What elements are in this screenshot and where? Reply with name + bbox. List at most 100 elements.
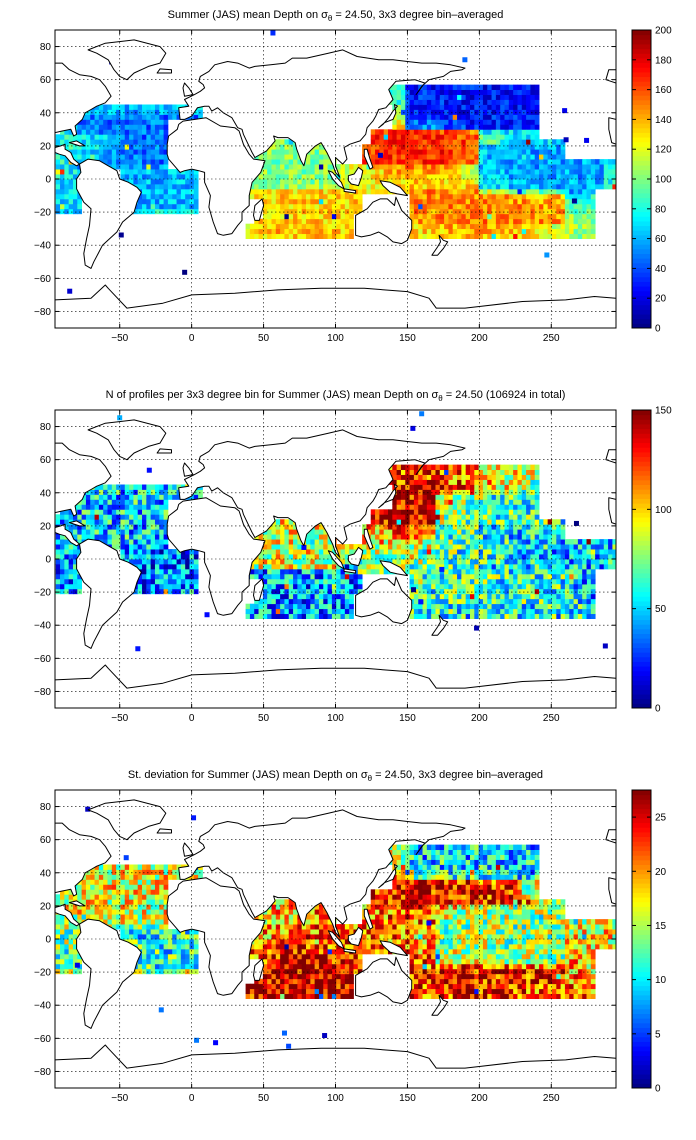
heatmap-cell	[508, 578, 514, 585]
heatmap-cell	[409, 613, 415, 619]
heatmap-cell	[539, 588, 544, 595]
heatmap-cell	[504, 514, 510, 520]
heatmap-cell	[530, 469, 536, 475]
heatmap-cell	[77, 203, 83, 210]
heatmap-cell	[306, 174, 311, 180]
heatmap-cell	[314, 183, 320, 190]
heatmap-cell	[422, 124, 428, 130]
heatmap-cell	[340, 193, 346, 200]
heatmap-cell	[504, 554, 510, 560]
heatmap-cell	[457, 524, 462, 530]
heatmap-cell	[396, 179, 402, 185]
heatmap-cell	[504, 563, 510, 570]
heatmap-cell	[142, 134, 147, 140]
heatmap-cell	[422, 598, 428, 605]
heatmap-cell	[599, 159, 605, 165]
heatmap-cell	[318, 559, 324, 565]
heatmap-cell	[68, 524, 74, 530]
heatmap-cell	[534, 99, 540, 105]
heatmap-cell	[543, 524, 549, 530]
heatmap-cell	[331, 193, 337, 200]
heatmap-cell	[301, 554, 307, 560]
heatmap-cell	[543, 228, 549, 235]
heatmap-cell	[405, 529, 410, 535]
heatmap-cell	[293, 198, 298, 205]
heatmap-cell	[543, 174, 549, 180]
heatmap-cell	[461, 509, 467, 515]
heatmap-cell	[500, 154, 505, 160]
heatmap-cell	[470, 484, 475, 490]
heatmap-cell	[262, 228, 268, 235]
heatmap-cell	[314, 169, 320, 175]
heatmap-cell	[491, 109, 497, 115]
heatmap-cell	[258, 179, 264, 185]
heatmap-cell	[448, 109, 454, 115]
heatmap-cell	[534, 134, 540, 140]
heatmap-cell	[439, 208, 445, 215]
heatmap-cell	[284, 578, 290, 585]
heatmap-cell	[284, 144, 290, 150]
heatmap-cell	[560, 588, 566, 595]
heatmap-cell	[487, 89, 492, 95]
heatmap-cell	[409, 193, 415, 200]
heatmap-cell	[124, 554, 130, 560]
heatmap-cell	[267, 203, 272, 210]
heatmap-cell	[409, 583, 415, 590]
heatmap-cell	[413, 593, 419, 600]
heatmap-cell	[426, 104, 432, 110]
heatmap-cell	[120, 154, 126, 160]
heatmap-cell	[547, 174, 553, 180]
heatmap-cell	[426, 474, 432, 480]
heatmap-cell	[288, 174, 294, 180]
heatmap-cell	[500, 464, 505, 470]
heatmap-cell	[470, 593, 475, 600]
heatmap-cell	[137, 203, 143, 210]
heatmap-cell	[353, 578, 359, 585]
heatmap-cell	[193, 169, 199, 175]
heatmap-cell	[435, 169, 441, 175]
heatmap-cell	[90, 504, 95, 510]
heatmap-cell	[426, 583, 432, 590]
heatmap-cell	[457, 519, 462, 525]
heatmap-cell	[448, 494, 454, 500]
heatmap-cell	[362, 559, 367, 565]
heatmap-cell	[388, 509, 393, 515]
heatmap-cell	[159, 203, 165, 210]
heatmap-cell	[508, 554, 514, 560]
heatmap-cell	[491, 223, 497, 230]
heatmap-cell	[98, 144, 104, 150]
heatmap-cell	[344, 563, 350, 570]
heatmap-cell	[426, 179, 432, 185]
heatmap-cell	[470, 514, 475, 520]
heatmap-cell	[491, 613, 497, 619]
heatmap-cell	[513, 84, 518, 90]
heatmap-cell	[569, 228, 574, 235]
heatmap-cell	[491, 504, 497, 510]
heatmap-cell	[193, 208, 199, 215]
heatmap-cell	[470, 499, 475, 505]
heatmap-cell	[353, 164, 359, 170]
heatmap-cell	[159, 573, 165, 580]
heatmap-cell	[526, 479, 531, 485]
heatmap-cell	[435, 479, 441, 485]
heatmap-cell	[539, 198, 544, 205]
heatmap-cell	[167, 198, 173, 205]
chart-title: Summer (JAS) mean Depth on σθ = 24.50, 3…	[168, 9, 504, 23]
heatmap-cell	[400, 519, 406, 525]
heatmap-cell	[310, 539, 316, 545]
heatmap-cell	[318, 159, 324, 165]
heatmap-cell	[452, 164, 458, 170]
heatmap-cell	[280, 549, 285, 555]
heatmap-cell	[560, 164, 566, 170]
heatmap-cell	[577, 573, 583, 580]
heatmap-cell	[478, 588, 484, 595]
heatmap-cell	[422, 223, 428, 230]
heatmap-cell	[482, 139, 488, 145]
heatmap-cell	[271, 213, 277, 220]
heatmap-cell	[478, 114, 484, 120]
heatmap-cell	[435, 188, 441, 195]
heatmap-cell	[142, 129, 147, 135]
heatmap-cell	[297, 183, 303, 190]
heatmap-cell	[513, 208, 518, 215]
heatmap-cell	[318, 218, 324, 225]
